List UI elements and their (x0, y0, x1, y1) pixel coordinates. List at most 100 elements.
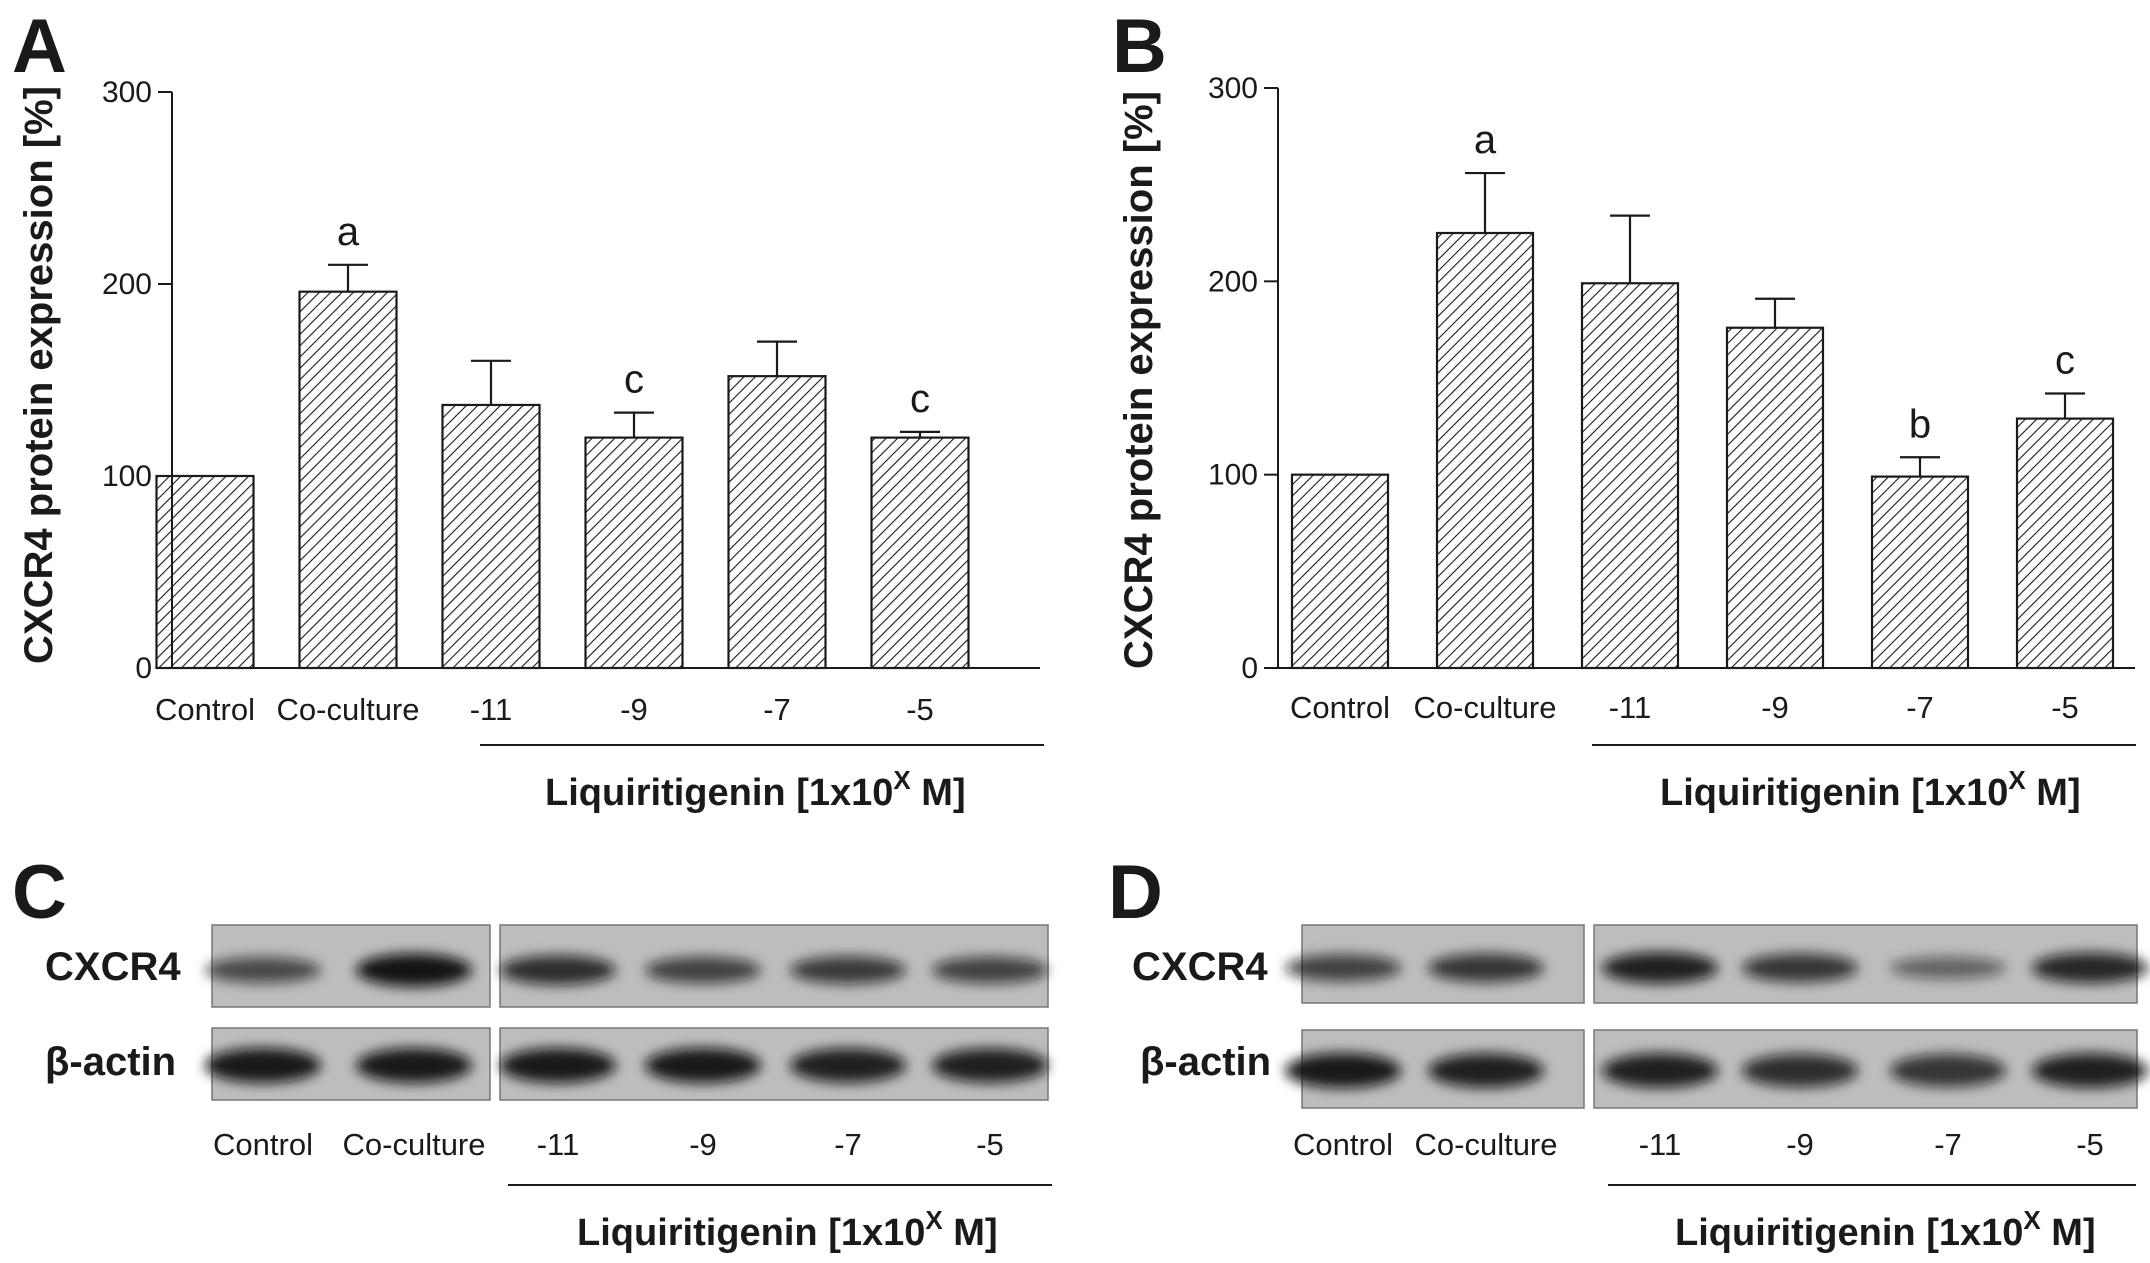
panel-letter-d: D (1108, 850, 1163, 935)
western-blot-c: CXCR4 β-actin Control Co-culture -11 -9 -7 -5… (45, 924, 1052, 1254)
lane-label: -5 (976, 1127, 1004, 1162)
category-label: -7 (763, 692, 791, 727)
y-ticks-group: 0 100 200 300 (102, 76, 172, 685)
category-label: -5 (2051, 690, 2079, 725)
bar (1725, 326, 1825, 670)
beta-actin-band (790, 1048, 906, 1083)
beta-actin-band (500, 1047, 616, 1083)
cxcr4-band (1285, 954, 1401, 982)
blot-strips-group (1285, 924, 2148, 1109)
beta-actin-band (1602, 1053, 1718, 1088)
panel-letter-a: A (12, 4, 67, 89)
lane-label: -5 (2076, 1127, 2104, 1162)
significance-label: a (337, 210, 360, 254)
y-tick-label: 0 (135, 652, 152, 685)
y-tick-label: 200 (1208, 265, 1258, 298)
treatment-label: Liquiritigenin [1x10X M] (577, 1205, 998, 1254)
lane-label: Co-culture (343, 1127, 486, 1162)
category-label: Control (155, 692, 255, 727)
treatment-label: Liquiritigenin [1x10X M] (545, 765, 966, 814)
panel-letter-c: C (12, 850, 67, 935)
blot-row-label-beta-actin: β-actin (1140, 1040, 1271, 1084)
lane-label: -11 (1639, 1127, 1682, 1162)
bar (727, 375, 827, 670)
bar (870, 436, 970, 670)
beta-actin-band (1285, 1053, 1401, 1089)
category-label: -5 (906, 692, 934, 727)
cxcr4-band (500, 955, 616, 985)
significance-label: a (1474, 118, 1497, 162)
y-tick-label: 300 (102, 76, 152, 109)
beta-actin-band (645, 1047, 761, 1083)
treatment-label: Liquiritigenin [1x10X M] (1675, 1205, 2096, 1254)
category-label: -7 (1906, 690, 1934, 725)
cxcr4-band (1602, 952, 1718, 984)
lane-label: Control (213, 1127, 313, 1162)
category-label: -11 (1609, 690, 1652, 725)
category-label: Co-culture (1414, 690, 1557, 725)
cxcr4-band (1428, 953, 1544, 983)
beta-actin-band (356, 1047, 472, 1083)
y-tick-label: 0 (1241, 652, 1258, 685)
bar-chart-b: CXCR4 protein expression [%] a b c 0 100 200… (1117, 72, 2136, 814)
beta-actin-band (205, 1047, 321, 1083)
lane-label: Co-culture (1415, 1127, 1558, 1162)
bar-chart-a: CXCR4 protein expression [%] a c c 0 100 200… (17, 76, 1044, 814)
category-label: -9 (620, 692, 648, 727)
bar (584, 436, 684, 670)
beta-actin-band (1890, 1054, 2006, 1088)
category-labels-group: Control Co-culture -11 -9 -7 -5 (1290, 690, 2079, 725)
cxcr4-band (205, 957, 321, 984)
beta-actin-band (1428, 1053, 1544, 1088)
beta-actin-band (1742, 1053, 1858, 1088)
y-tick-label: 100 (102, 460, 152, 493)
lane-label: -9 (689, 1127, 717, 1162)
category-label: Control (1290, 690, 1390, 725)
bar (2015, 417, 2115, 670)
significance-label: c (624, 358, 644, 402)
beta-actin-band (932, 1048, 1048, 1083)
lane-label: -9 (1786, 1127, 1814, 1162)
y-tick-label: 200 (102, 268, 152, 301)
bar (1580, 282, 1680, 670)
y-axis-label: CXCR4 protein expression [%] (1117, 91, 1161, 669)
cxcr4-band (1890, 956, 2006, 980)
y-tick-label: 300 (1208, 72, 1258, 105)
cxcr4-band (1742, 953, 1858, 983)
cxcr4-band (932, 956, 1048, 984)
blot-row-label-cxcr4: CXCR4 (1132, 945, 1268, 989)
bar (1435, 231, 1535, 670)
significance-label: c (2055, 338, 2075, 382)
y-ticks-group: 0 100 200 300 (1208, 72, 1278, 685)
significance-label: c (910, 377, 930, 421)
treatment-label: Liquiritigenin [1x10X M] (1660, 765, 2081, 814)
bar (298, 290, 398, 670)
y-axis-label: CXCR4 protein expression [%] (17, 86, 61, 664)
lane-label: Control (1293, 1127, 1393, 1162)
cxcr4-band (356, 953, 472, 987)
western-blot-d: CXCR4 β-actin Control Co-culture -11 -9 -7 -5… (1132, 924, 2148, 1254)
y-tick-label: 100 (1208, 459, 1258, 492)
cxcr4-band (790, 956, 906, 984)
lane-label: -7 (1934, 1127, 1962, 1162)
category-labels-group: Control Co-culture -11 -9 -7 -5 (155, 692, 934, 727)
lane-labels-group: Control Co-culture -11 -9 -7 -5 (1293, 1127, 2104, 1162)
category-label: -11 (470, 692, 513, 727)
bars-group: a b c (1290, 118, 2115, 670)
beta-actin-band (2032, 1053, 2148, 1088)
category-label: -9 (1761, 690, 1789, 725)
significance-label: b (1909, 402, 1931, 446)
blot-row-label-cxcr4: CXCR4 (45, 945, 181, 989)
lane-label: -7 (834, 1127, 862, 1162)
blot-strips-group (205, 924, 1049, 1101)
lane-label: -11 (537, 1127, 580, 1162)
cxcr4-band (2032, 952, 2148, 984)
lane-labels-group: Control Co-culture -11 -9 -7 -5 (213, 1127, 1004, 1162)
category-label: Co-culture (277, 692, 420, 727)
bars-group: a c c (155, 210, 970, 670)
cxcr4-band (645, 956, 761, 984)
bar (1870, 475, 1970, 670)
bar (1290, 473, 1390, 670)
panel-letter-b: B (1112, 4, 1167, 89)
